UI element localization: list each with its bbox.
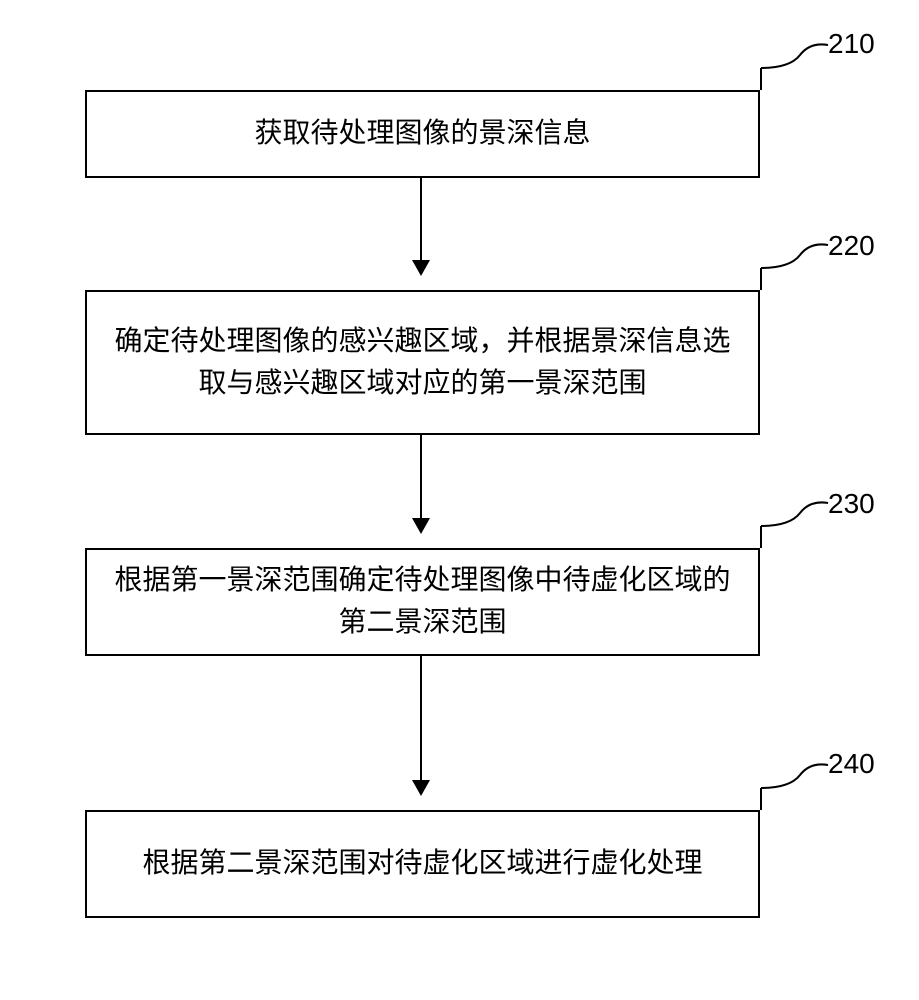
flow-arrow — [420, 656, 422, 794]
step-label-230: 230 — [828, 488, 875, 520]
flow-step-text: 获取待处理图像的景深信息 — [254, 113, 590, 155]
label-connector — [760, 240, 830, 270]
step-label-240: 240 — [828, 748, 875, 780]
tick-mark — [760, 788, 762, 810]
label-connector — [760, 760, 830, 790]
flow-step-210: 获取待处理图像的景深信息 — [85, 90, 760, 178]
tick-mark — [760, 526, 762, 548]
flow-step-240: 根据第二景深范围对待虚化区域进行虚化处理 — [85, 810, 760, 918]
step-label-220: 220 — [828, 230, 875, 262]
flow-step-230: 根据第一景深范围确定待处理图像中待虚化区域的第二景深范围 — [85, 548, 760, 656]
label-connector — [760, 40, 830, 70]
flow-arrow — [420, 435, 422, 532]
tick-mark — [760, 268, 762, 290]
label-connector — [760, 498, 830, 528]
flow-step-text: 确定待处理图像的感兴趣区域，并根据景深信息选取与感兴趣区域对应的第一景深范围 — [107, 321, 738, 405]
flowchart-container: 获取待处理图像的景深信息 210 确定待处理图像的感兴趣区域，并根据景深信息选取… — [0, 0, 919, 1000]
step-label-210: 210 — [828, 28, 875, 60]
flow-arrow — [420, 178, 422, 274]
flow-step-text: 根据第一景深范围确定待处理图像中待虚化区域的第二景深范围 — [107, 560, 738, 644]
flow-step-220: 确定待处理图像的感兴趣区域，并根据景深信息选取与感兴趣区域对应的第一景深范围 — [85, 290, 760, 435]
tick-mark — [760, 68, 762, 90]
flow-step-text: 根据第二景深范围对待虚化区域进行虚化处理 — [142, 843, 702, 885]
